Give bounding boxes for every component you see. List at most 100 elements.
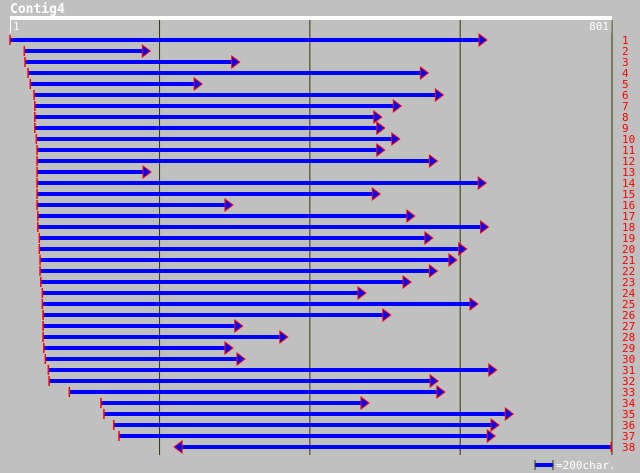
read-bar xyxy=(37,148,383,152)
read-label: 21 xyxy=(622,254,635,267)
read-label: 36 xyxy=(622,419,635,432)
read-label: 31 xyxy=(622,364,635,377)
read-label: 34 xyxy=(622,397,636,410)
read-bar xyxy=(118,434,494,438)
read-arrow-icon xyxy=(436,385,446,399)
read-label: 38 xyxy=(622,441,635,454)
read-label: 32 xyxy=(622,375,635,388)
read-bar xyxy=(39,236,431,240)
read-arrow-icon xyxy=(373,110,383,124)
read-label: 27 xyxy=(622,320,635,333)
read-bar xyxy=(176,445,612,449)
read-label: 26 xyxy=(622,309,635,322)
read-arrow-icon xyxy=(391,132,401,146)
read-bar xyxy=(48,368,495,372)
read-arrow-icon xyxy=(173,440,183,454)
read-label: 25 xyxy=(622,298,635,311)
read-arrow-icon xyxy=(236,352,246,366)
read-arrow-icon xyxy=(428,264,439,278)
read-label: 13 xyxy=(622,166,635,179)
read-arrow-icon xyxy=(434,88,445,102)
read-label: 8 xyxy=(622,111,629,124)
read-label: 18 xyxy=(622,221,635,234)
read-label: 17 xyxy=(622,210,635,223)
read-label: 29 xyxy=(622,342,635,355)
read-bar xyxy=(37,170,150,174)
read-bar xyxy=(40,258,455,262)
read-arrow-icon xyxy=(392,99,403,113)
read-arrow-icon xyxy=(486,429,497,443)
read-arrow-icon xyxy=(504,407,515,421)
read-label: 11 xyxy=(622,144,635,157)
read-bar xyxy=(37,159,436,163)
read-arrow-icon xyxy=(458,242,468,256)
read-bar xyxy=(10,38,485,42)
read-label: 14 xyxy=(622,177,636,190)
read-label: 23 xyxy=(622,276,635,289)
read-bar xyxy=(103,412,512,416)
read-arrow-icon xyxy=(231,55,241,69)
read-bar xyxy=(37,203,231,207)
read-arrow-icon xyxy=(371,187,382,201)
read-arrow-icon xyxy=(469,297,479,311)
read-arrow-icon xyxy=(279,330,289,344)
read-label: 7 xyxy=(622,100,629,113)
read-arrow-icon xyxy=(357,286,367,300)
read-bar xyxy=(37,181,485,185)
read-bar xyxy=(100,401,367,405)
read-bar xyxy=(37,214,413,218)
read-arrow-icon xyxy=(478,33,488,47)
read-label: 3 xyxy=(622,56,629,69)
read-arrow-icon xyxy=(402,275,412,289)
read-arrow-icon xyxy=(224,198,234,212)
read-arrow-icon xyxy=(382,308,392,322)
read-arrow-icon xyxy=(376,143,386,157)
read-arrow-icon xyxy=(193,77,203,91)
read-arrow-icon xyxy=(360,396,370,410)
read-arrow-icon xyxy=(488,363,498,377)
read-bar xyxy=(37,192,379,196)
contig-title: Contig4 xyxy=(10,2,65,17)
read-arrow-icon xyxy=(234,319,244,333)
read-bar xyxy=(113,423,498,427)
read-label: 24 xyxy=(622,287,636,300)
read-bar xyxy=(43,346,231,350)
read-label: 16 xyxy=(622,199,635,212)
ruler-start-label: 1 xyxy=(10,20,20,33)
read-bar xyxy=(34,93,442,97)
read-bar xyxy=(49,379,437,383)
read-bar xyxy=(25,60,238,64)
read-label: 12 xyxy=(622,155,635,168)
read-bar xyxy=(40,280,410,284)
read-arrow-icon xyxy=(479,220,490,234)
legend-bar xyxy=(535,463,553,467)
read-bar xyxy=(34,126,383,130)
read-arrow-icon xyxy=(490,418,500,432)
read-label: 20 xyxy=(622,243,635,256)
read-arrow-icon xyxy=(224,341,234,355)
read-bar xyxy=(42,302,476,306)
read-bar xyxy=(43,335,286,339)
read-bar xyxy=(43,324,241,328)
contig-ruler xyxy=(10,16,612,20)
read-label: 30 xyxy=(622,353,635,366)
read-label: 5 xyxy=(622,78,629,91)
read-label: 35 xyxy=(622,408,635,421)
read-bar xyxy=(45,357,243,361)
read-bar xyxy=(69,390,443,394)
read-arrow-icon xyxy=(142,165,152,179)
read-label: 9 xyxy=(622,122,629,135)
read-label: 22 xyxy=(622,265,635,278)
read-arrow-icon xyxy=(428,154,439,168)
scale-legend-label: =200char. xyxy=(556,459,616,472)
read-bar xyxy=(36,137,398,141)
read-arrow-icon xyxy=(448,253,458,267)
read-arrow-icon xyxy=(429,374,439,388)
read-bar xyxy=(24,49,149,53)
read-label: 19 xyxy=(622,232,635,245)
read-arrow-icon xyxy=(376,121,386,135)
read-label: 4 xyxy=(622,67,629,80)
read-arrow-icon xyxy=(424,231,434,245)
read-bar xyxy=(37,225,487,229)
